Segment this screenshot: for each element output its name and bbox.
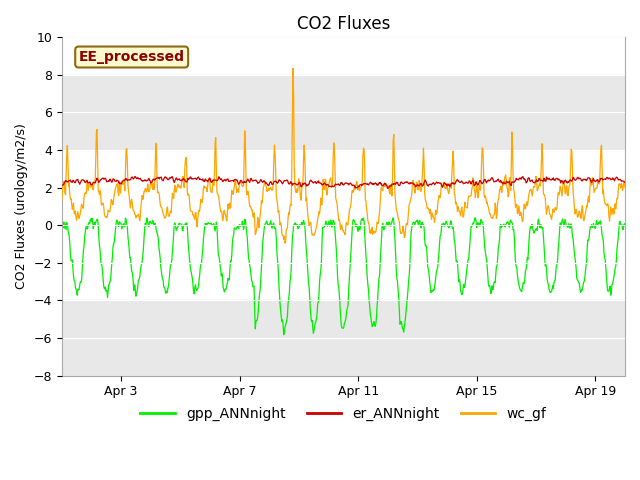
- Legend: gpp_ANNnight, er_ANNnight, wc_gf: gpp_ANNnight, er_ANNnight, wc_gf: [135, 401, 552, 426]
- Bar: [62, 75, 625, 150]
- Text: EE_processed: EE_processed: [79, 50, 185, 64]
- Bar: [62, 300, 625, 375]
- Y-axis label: CO2 Fluxes (urology/m2/s): CO2 Fluxes (urology/m2/s): [15, 123, 28, 289]
- Title: CO2 Fluxes: CO2 Fluxes: [297, 15, 390, 33]
